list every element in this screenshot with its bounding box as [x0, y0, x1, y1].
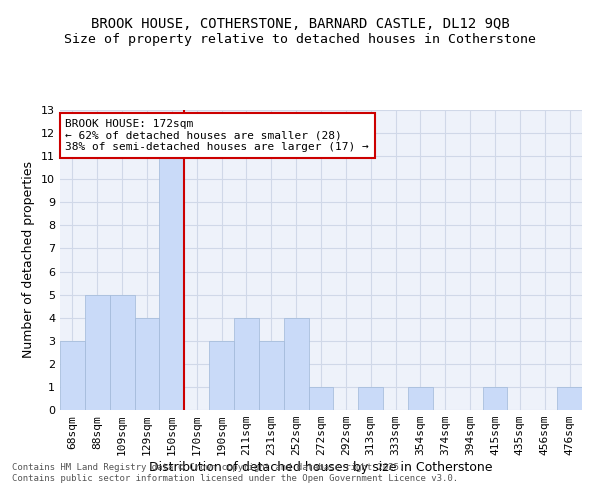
Y-axis label: Number of detached properties: Number of detached properties [22, 162, 35, 358]
Text: BROOK HOUSE, COTHERSTONE, BARNARD CASTLE, DL12 9QB: BROOK HOUSE, COTHERSTONE, BARNARD CASTLE… [91, 18, 509, 32]
Text: Size of property relative to detached houses in Cotherstone: Size of property relative to detached ho… [64, 32, 536, 46]
Bar [110, 294, 134, 410]
X-axis label: Distribution of detached houses by size in Cotherstone: Distribution of detached houses by size … [149, 461, 493, 474]
Text: Contains HM Land Registry data © Crown copyright and database right 2025.: Contains HM Land Registry data © Crown c… [12, 462, 404, 471]
Bar [209, 341, 234, 410]
Bar [85, 294, 110, 410]
Bar [482, 387, 508, 410]
Bar [284, 318, 308, 410]
Bar [308, 387, 334, 410]
Bar [234, 318, 259, 410]
Bar [134, 318, 160, 410]
Bar [60, 341, 85, 410]
Bar [160, 156, 184, 410]
Text: BROOK HOUSE: 172sqm
← 62% of detached houses are smaller (28)
38% of semi-detach: BROOK HOUSE: 172sqm ← 62% of detached ho… [65, 119, 369, 152]
Bar [557, 387, 582, 410]
Bar [358, 387, 383, 410]
Bar [408, 387, 433, 410]
Bar [259, 341, 284, 410]
Text: Contains public sector information licensed under the Open Government Licence v3: Contains public sector information licen… [12, 474, 458, 483]
